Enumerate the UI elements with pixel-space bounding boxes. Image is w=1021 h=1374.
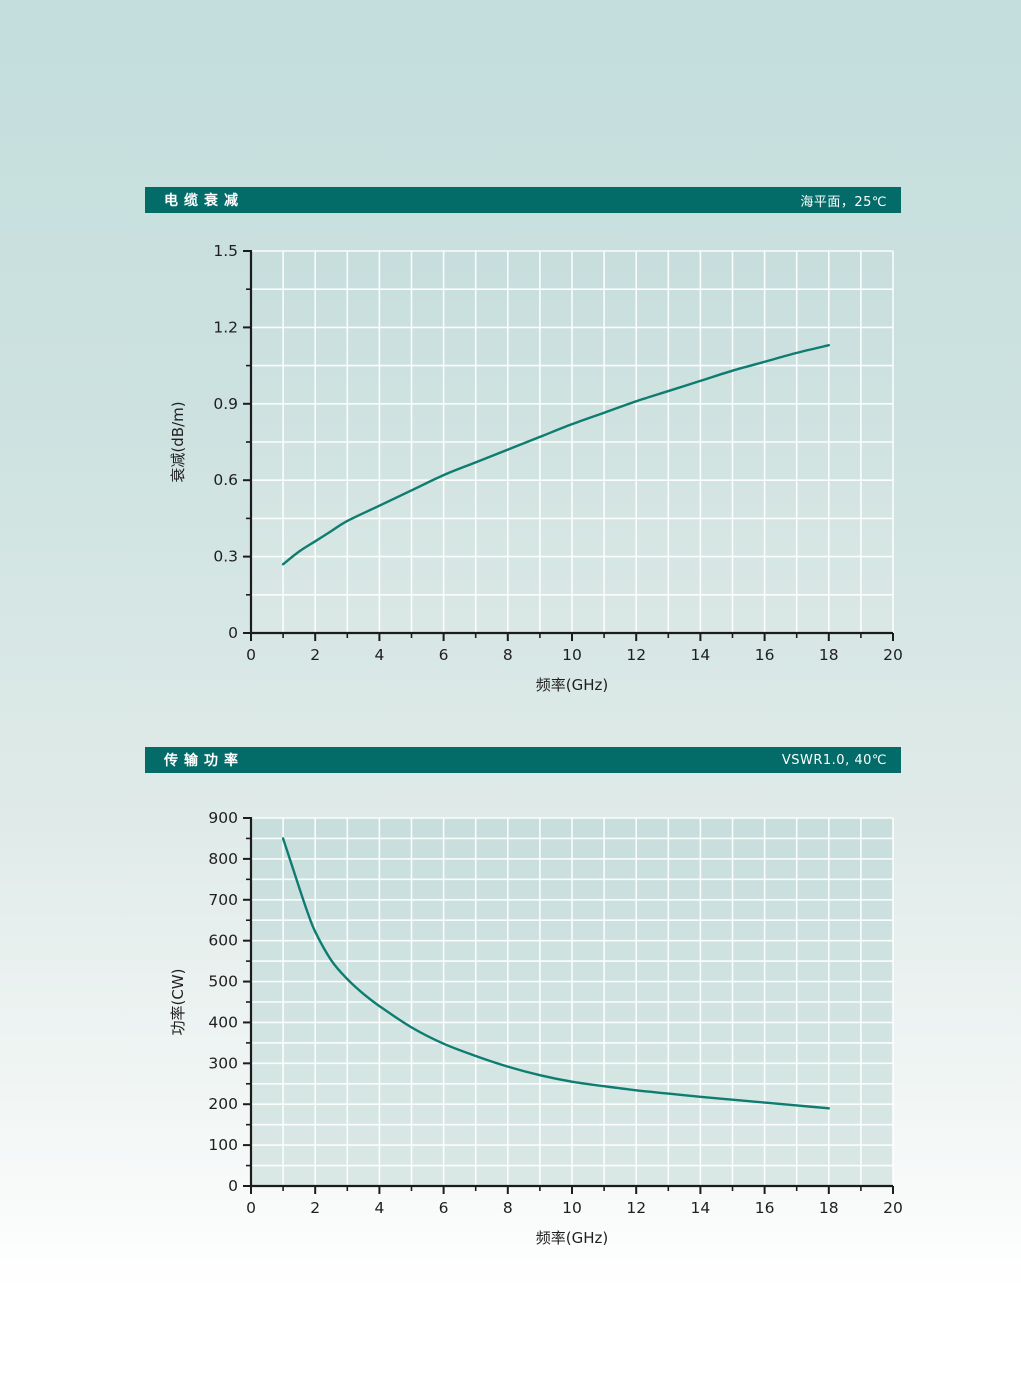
x-tick-label: 0 bbox=[246, 646, 256, 664]
chart2-condition: VSWR1.0, 40℃ bbox=[781, 752, 887, 768]
x-axis-title: 频率(GHz) bbox=[536, 1229, 608, 1247]
x-tick-label: 16 bbox=[755, 646, 775, 664]
x-tick-label: 18 bbox=[819, 1199, 839, 1217]
x-tick-label: 10 bbox=[562, 646, 582, 664]
x-tick-label: 2 bbox=[310, 1199, 320, 1217]
y-tick-label: 1.2 bbox=[213, 318, 238, 336]
y-tick-label: 0 bbox=[228, 1177, 238, 1195]
y-tick-label: 0.9 bbox=[213, 395, 238, 413]
x-tick-label: 8 bbox=[503, 1199, 513, 1217]
x-tick-label: 6 bbox=[439, 646, 449, 664]
chart1-title: 电缆衰减 bbox=[164, 193, 244, 209]
x-tick-label: 10 bbox=[562, 1199, 582, 1217]
x-tick-label: 18 bbox=[819, 646, 839, 664]
y-tick-label: 0 bbox=[228, 624, 238, 642]
y-tick-label: 500 bbox=[208, 973, 238, 991]
y-tick-label: 0.3 bbox=[213, 548, 238, 566]
x-tick-label: 14 bbox=[691, 646, 711, 664]
chart1-condition: 海平面，25℃ bbox=[800, 194, 887, 210]
x-tick-label: 16 bbox=[755, 1199, 775, 1217]
x-tick-label: 4 bbox=[374, 646, 384, 664]
x-tick-label: 0 bbox=[246, 1199, 256, 1217]
chart2-title: 传输功率 bbox=[164, 753, 244, 769]
y-axis-title: 功率(CW) bbox=[169, 968, 187, 1035]
transmission-power-curve bbox=[281, 837, 830, 1110]
y-tick-label: 400 bbox=[208, 1013, 238, 1031]
chart2-header-bar: 传输功率 VSWR1.0, 40℃ bbox=[145, 747, 901, 773]
y-tick-label: 0.6 bbox=[213, 471, 238, 489]
x-tick-label: 14 bbox=[691, 1199, 711, 1217]
y-tick-label: 800 bbox=[208, 850, 238, 868]
x-tick-label: 8 bbox=[503, 646, 513, 664]
x-tick-label: 4 bbox=[374, 1199, 384, 1217]
y-tick-label: 200 bbox=[208, 1095, 238, 1113]
cable-attenuation-chart: 0 2 4 6 8 10 12 14 16 18 20 0 0.3 0.6 0.9 1.2 1.5 频率(GHz)… bbox=[169, 242, 903, 694]
y-tick-label: 600 bbox=[208, 932, 238, 950]
x-tick-label: 2 bbox=[310, 646, 320, 664]
y-axis-title: 衰减(dB/m) bbox=[169, 401, 187, 482]
x-tick-label: 6 bbox=[439, 1199, 449, 1217]
x-axis-title: 频率(GHz) bbox=[536, 676, 608, 694]
y-tick-label: 100 bbox=[208, 1136, 238, 1154]
y-tick-label: 1.5 bbox=[213, 242, 238, 260]
transmission-power-chart: 0 2 4 6 8 10 12 14 16 18 2001002003004005006007008… bbox=[169, 809, 903, 1247]
x-tick-label: 20 bbox=[883, 1199, 903, 1217]
y-tick-label: 300 bbox=[208, 1054, 238, 1072]
x-tick-label: 12 bbox=[626, 1199, 646, 1217]
cable-attenuation-curve bbox=[281, 344, 830, 566]
y-tick-label: 900 bbox=[208, 809, 238, 827]
y-tick-label: 700 bbox=[208, 891, 238, 909]
chart1-header-bar: 电缆衰减 海平面，25℃ bbox=[145, 187, 901, 213]
x-tick-label: 20 bbox=[883, 646, 903, 664]
x-tick-label: 12 bbox=[626, 646, 646, 664]
